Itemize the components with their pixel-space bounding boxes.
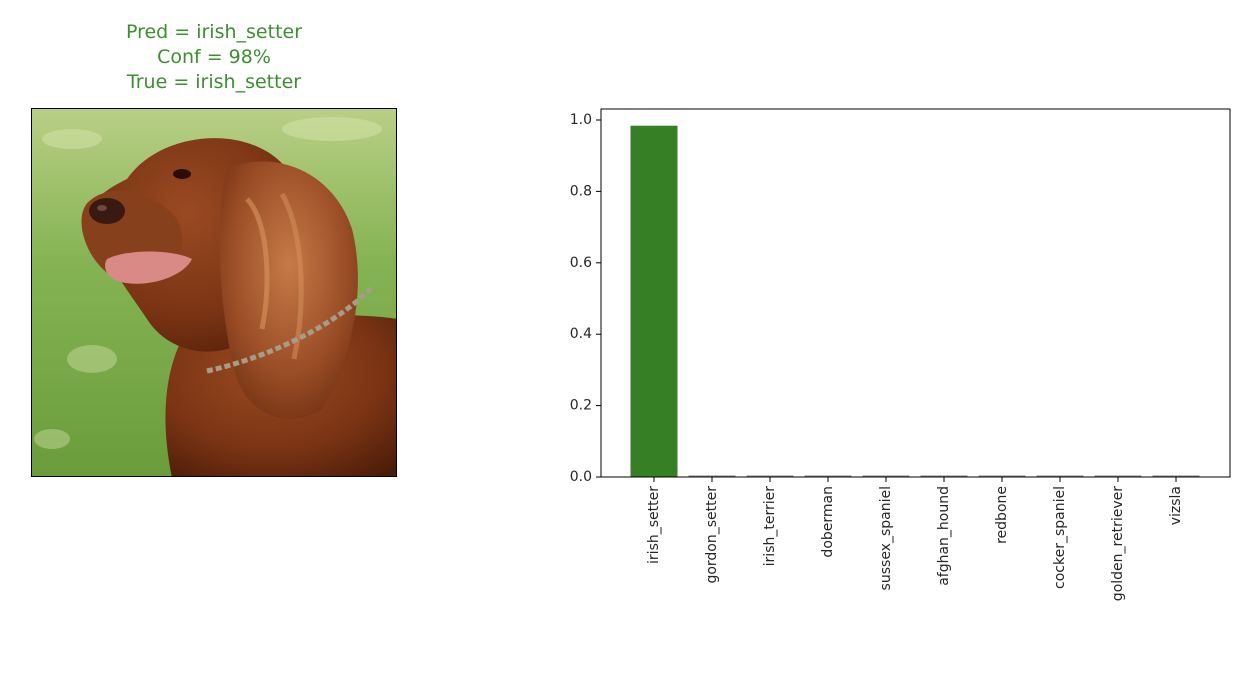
- y-tick-label: 0.4: [570, 326, 592, 342]
- x-tick-label: golden_retriever: [1110, 486, 1126, 601]
- x-tick-label: sussex_spaniel: [878, 486, 894, 590]
- x-axis: irish_setter gordon_setter irish_terrier do…: [646, 477, 1184, 601]
- dog-photo: [31, 108, 397, 477]
- y-tick-label: 0.2: [570, 398, 592, 414]
- x-tick-label: redbone: [994, 486, 1010, 544]
- plot-frame: [600, 108, 1231, 478]
- x-tick-label: cocker_spaniel: [1052, 486, 1068, 589]
- true-label: True = irish_setter: [126, 71, 302, 93]
- pred-label: Pred = irish_setter: [125, 21, 303, 43]
- dog-illustration: [32, 109, 396, 476]
- x-tick-label: irish_setter: [646, 486, 662, 564]
- y-axis: 0.0 0.2 0.4 0.6 0.8 1.0: [570, 112, 601, 485]
- x-tick-label: irish_terrier: [762, 486, 778, 567]
- bar-redbone: [978, 475, 1026, 477]
- bars-group: [630, 125, 1200, 477]
- x-tick-label: doberman: [820, 486, 836, 558]
- y-tick-label: 1.0: [570, 112, 592, 128]
- bar-doberman: [804, 475, 852, 477]
- y-tick-label: 0.6: [570, 255, 592, 271]
- prediction-title: Pred = irish_setter Conf = 98% True = ir…: [30, 20, 398, 95]
- y-tick-label: 0.8: [570, 183, 592, 199]
- bar-vizsla: [1152, 475, 1200, 477]
- x-tick-label: vizsla: [1168, 486, 1184, 525]
- bar-golden-retriever: [1094, 475, 1142, 477]
- bar-sussex-spaniel: [862, 475, 910, 477]
- conf-label: Conf = 98%: [157, 46, 271, 68]
- x-tick-label: gordon_setter: [704, 486, 720, 584]
- bar-cocker-spaniel: [1036, 475, 1084, 477]
- bar-irish-setter: [630, 125, 678, 477]
- y-tick-label: 0.0: [570, 469, 592, 485]
- bar-afghan-hound: [920, 475, 968, 477]
- bar-irish-terrier: [746, 475, 794, 477]
- bar-gordon-setter: [688, 475, 736, 477]
- x-tick-label: afghan_hound: [936, 486, 952, 586]
